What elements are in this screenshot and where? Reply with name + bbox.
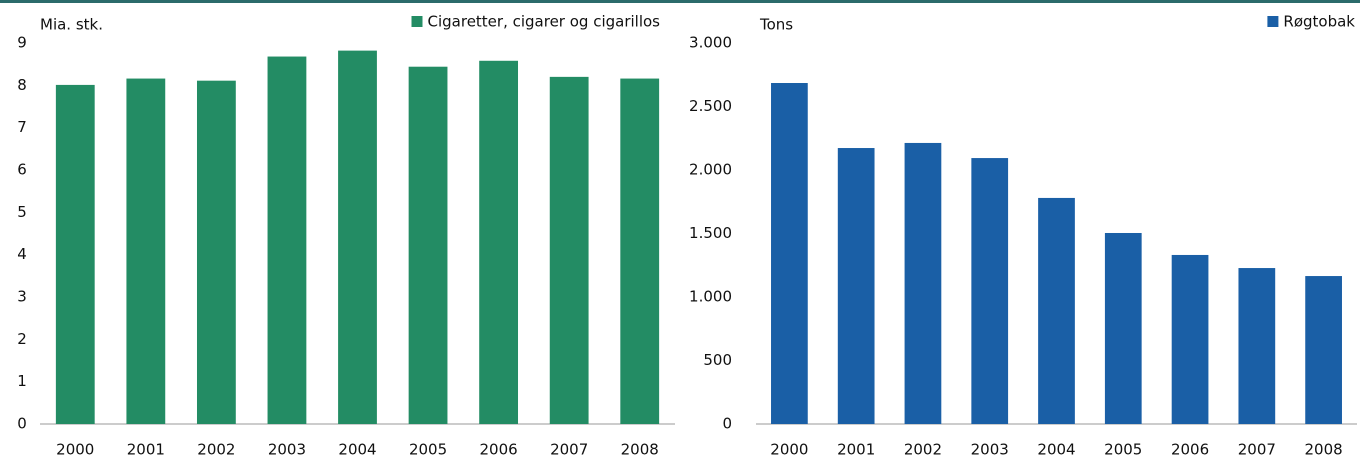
bar xyxy=(338,50,377,425)
x-tick-label: 2000 xyxy=(770,441,808,459)
x-tick-label: 2006 xyxy=(480,441,518,459)
x-tick-label: 2003 xyxy=(268,441,306,459)
y-tick-label: 2.000 xyxy=(689,161,732,179)
legend-swatch xyxy=(411,16,423,27)
y-tick-label: 5 xyxy=(17,203,27,221)
bar xyxy=(971,158,1009,424)
x-tick-label: 2003 xyxy=(971,441,1009,459)
x-tick-label: 2001 xyxy=(837,441,875,459)
y-tick-label: 4 xyxy=(17,245,27,263)
legend-swatch xyxy=(1267,16,1279,27)
y-tick-label: 2.500 xyxy=(689,97,732,115)
y-tick-label: 500 xyxy=(703,351,732,369)
x-tick-label: 2007 xyxy=(550,441,588,459)
y-tick-label: 1 xyxy=(17,372,27,390)
x-tick-label: 2007 xyxy=(1238,441,1276,459)
y-tick-label: 0 xyxy=(17,415,27,433)
bar xyxy=(837,148,875,425)
bar xyxy=(904,142,942,424)
y-tick-label: 7 xyxy=(17,118,27,136)
x-tick-label: 2002 xyxy=(904,441,942,459)
bar xyxy=(479,60,519,424)
y-tick-label: 2 xyxy=(17,330,27,348)
y-tick-label: 8 xyxy=(17,76,27,94)
x-tick-label: 2006 xyxy=(1171,441,1209,459)
bar xyxy=(267,56,307,425)
y-tick-label: 6 xyxy=(17,161,27,179)
x-tick-label: 2000 xyxy=(56,441,94,459)
bar xyxy=(1305,276,1342,424)
y-tick-label: 0 xyxy=(722,415,732,433)
legend-label: Røgtobak xyxy=(1283,13,1355,31)
bar xyxy=(196,80,236,424)
x-tick-label: 2004 xyxy=(1037,441,1075,459)
y-tick-label: 3.000 xyxy=(689,34,732,52)
bar xyxy=(408,66,448,424)
x-tick-label: 2008 xyxy=(1305,441,1343,459)
bar xyxy=(1238,268,1276,424)
bar xyxy=(55,84,95,424)
x-tick-label: 2008 xyxy=(621,441,659,459)
x-tick-label: 2002 xyxy=(197,441,235,459)
axis-label: Tons xyxy=(759,16,793,34)
x-tick-label: 2005 xyxy=(409,441,447,459)
y-tick-label: 3 xyxy=(17,288,27,306)
x-tick-label: 2001 xyxy=(127,441,165,459)
bar xyxy=(620,78,660,424)
bar xyxy=(1038,197,1075,424)
legend-label: Cigaretter, cigarer og cigarillos xyxy=(428,13,661,31)
bar xyxy=(549,76,589,424)
bar xyxy=(1171,254,1209,424)
x-tick-label: 2005 xyxy=(1104,441,1142,459)
bar xyxy=(126,78,166,424)
top-border xyxy=(0,0,1360,3)
bar xyxy=(1104,232,1142,424)
y-tick-label: 9 xyxy=(17,34,27,52)
x-tick-label: 2004 xyxy=(338,441,376,459)
axis-label: Mia. stk. xyxy=(40,16,103,34)
y-tick-label: 1.500 xyxy=(689,224,732,242)
bar xyxy=(771,83,808,424)
y-tick-label: 1.000 xyxy=(689,288,732,306)
